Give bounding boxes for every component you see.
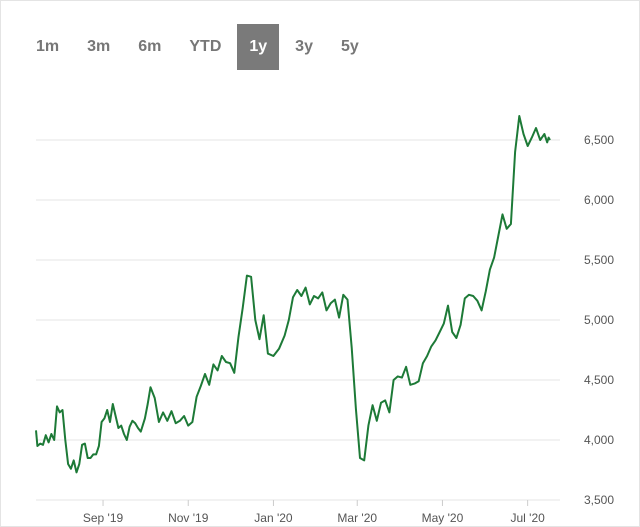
y-tick-label: 4,000 bbox=[584, 433, 614, 447]
x-tick-label: Nov '19 bbox=[168, 511, 209, 525]
x-tick-label: Mar '20 bbox=[337, 511, 377, 525]
range-button-3y[interactable]: 3y bbox=[295, 38, 313, 55]
range-button-1m[interactable]: 1m bbox=[36, 38, 60, 55]
y-tick-label: 6,000 bbox=[584, 193, 614, 207]
y-tick-label: 5,500 bbox=[584, 253, 614, 267]
range-button-ytd[interactable]: YTD bbox=[189, 38, 222, 55]
range-button-3m[interactable]: 3m bbox=[87, 38, 111, 55]
y-tick-label: 3,500 bbox=[584, 493, 614, 507]
range-button-6m[interactable]: 6m bbox=[138, 38, 162, 55]
x-tick-label: Sep '19 bbox=[83, 511, 124, 525]
x-tick-label: May '20 bbox=[422, 511, 464, 525]
series-line bbox=[35, 115, 551, 474]
range-button-5y[interactable]: 5y bbox=[340, 38, 359, 55]
range-selector: 1m 3m 6m YTD 1y 3y 5y bbox=[24, 24, 375, 70]
x-tick-label: Jul '20 bbox=[510, 511, 545, 525]
y-tick-label: 4,500 bbox=[584, 373, 614, 387]
range-button-1y[interactable]: 1y bbox=[237, 24, 280, 70]
y-tick-label: 5,000 bbox=[584, 313, 614, 327]
x-tick-label: Jan '20 bbox=[254, 511, 293, 525]
y-tick-label: 6,500 bbox=[584, 133, 614, 147]
